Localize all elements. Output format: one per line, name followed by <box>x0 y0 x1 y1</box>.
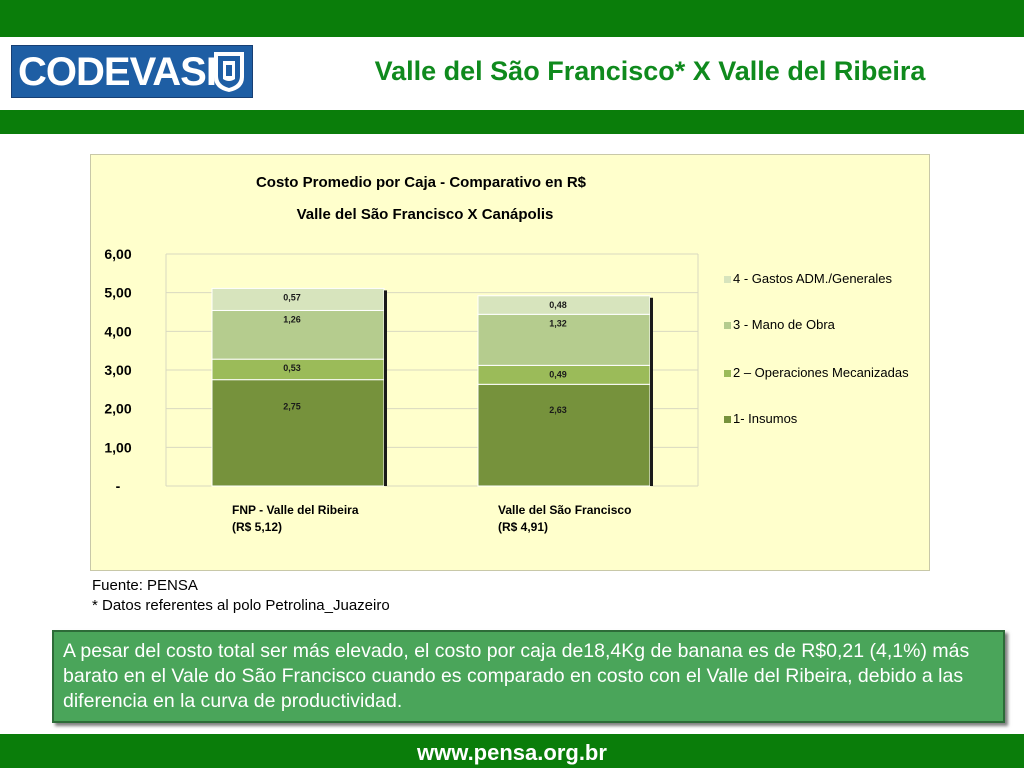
y-axis-ticks: - 1,00 2,00 3,00 4,00 5,00 6,00 <box>104 246 131 494</box>
y-tick-label: 4,00 <box>104 323 131 339</box>
footer-url: www.pensa.org.br <box>417 740 607 765</box>
legend-label: 4 - Gastos ADM./Generales <box>733 271 892 286</box>
x-category-label: (R$ 4,91) <box>498 520 548 534</box>
legend-label: 3 - Mano de Obra <box>733 317 836 332</box>
legend-label: 1- Insumos <box>733 411 798 426</box>
x-category-label: Valle del São Francisco <box>498 503 631 517</box>
source-footnote: * Datos referentes al polo Petrolina_Jua… <box>92 597 390 614</box>
bars: 2,75 0,53 1,26 0,57 2,63 0,49 1,32 0,48 <box>211 287 653 487</box>
bar-shadow-edge <box>650 297 653 486</box>
y-tick-label: 6,00 <box>104 246 131 262</box>
chart-title: Costo Promedio por Caja - Comparativo en… <box>256 174 587 191</box>
legend-swatch <box>724 322 731 329</box>
data-label: 2,63 <box>549 405 567 415</box>
source-line: Fuente: PENSA <box>92 577 198 594</box>
footer-bar <box>0 734 1024 768</box>
page-title: Valle del São Francisco* X Valle del Rib… <box>374 56 926 86</box>
bar-shadow-edge <box>384 290 387 486</box>
data-label: 0,48 <box>549 300 567 310</box>
data-label: 0,49 <box>549 369 567 379</box>
bar-segment <box>211 379 385 487</box>
data-label: 1,26 <box>283 314 301 324</box>
stacked-bar-chart: Costo Promedio por Caja - Comparativo en… <box>104 174 909 534</box>
bar-segment <box>477 383 651 487</box>
top-green-bar <box>0 0 1024 37</box>
chart-subtitle: Valle del São Francisco X Canápolis <box>297 206 554 223</box>
y-tick-label: 5,00 <box>104 285 131 301</box>
legend: 4 - Gastos ADM./Generales 3 - Mano de Obr… <box>724 271 909 426</box>
data-label: 0,53 <box>283 363 301 373</box>
logo-seal-icon <box>214 52 244 92</box>
chart-container: Costo Promedio por Caja - Comparativo en… <box>90 154 930 571</box>
y-tick-label: 3,00 <box>104 362 131 378</box>
x-category-label: FNP - Valle del Ribeira <box>232 503 359 517</box>
x-axis-categories: FNP - Valle del Ribeira (R$ 5,12) Valle de… <box>232 503 631 534</box>
note-text: A pesar del costo total ser más elevado,… <box>63 640 970 712</box>
legend-swatch <box>724 276 731 283</box>
data-label: 0,57 <box>283 292 301 302</box>
legend-swatch <box>724 416 731 423</box>
y-tick-label: 1,00 <box>104 439 131 455</box>
bar-segment <box>211 309 385 360</box>
note-box: A pesar del costo total ser más elevado,… <box>52 630 1005 723</box>
data-label: 1,32 <box>549 318 567 328</box>
legend-label: 2 – Operaciones Mecanizadas <box>733 365 909 380</box>
header-green-bar <box>0 110 1024 134</box>
x-category-label: (R$ 5,12) <box>232 520 282 534</box>
y-tick-label: 2,00 <box>104 401 131 417</box>
legend-swatch <box>724 370 731 377</box>
logo-text: CODEVASF <box>18 50 230 94</box>
data-label: 2,75 <box>283 401 301 411</box>
y-tick-label: - <box>116 478 121 494</box>
codevasf-logo: CODEVASF <box>11 45 253 98</box>
